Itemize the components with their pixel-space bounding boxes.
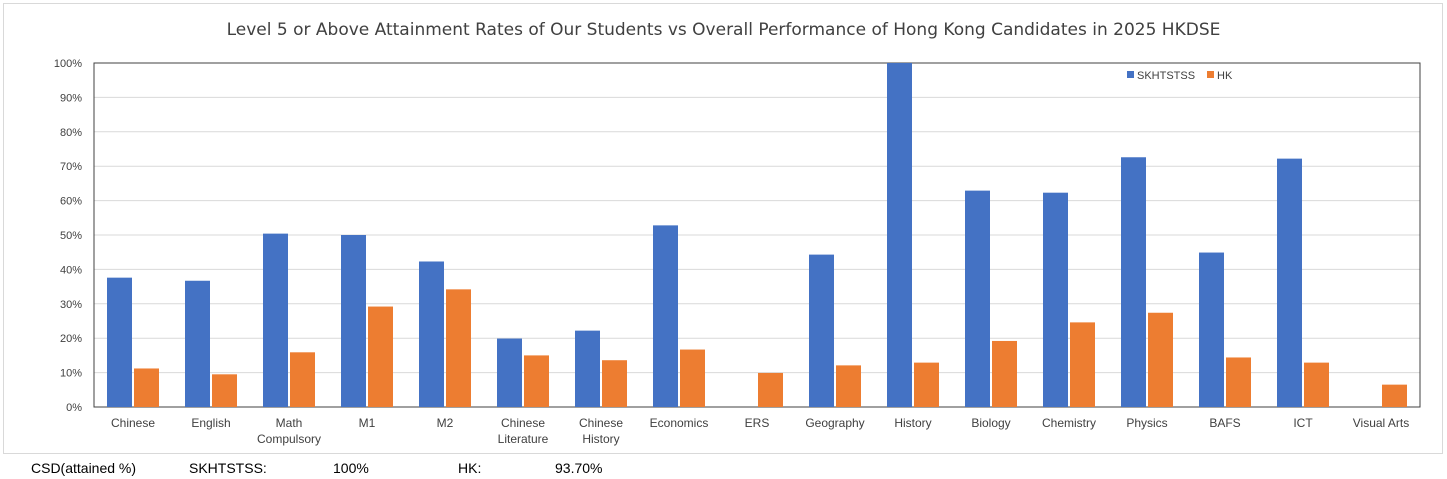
legend-label: HK	[1217, 70, 1233, 82]
bar-skhtstss	[887, 63, 912, 407]
bar-hk	[602, 360, 627, 407]
y-tick-label: 90%	[60, 92, 82, 104]
bar-hk	[680, 349, 705, 407]
bar-skhtstss	[1277, 158, 1302, 407]
bar-hk	[758, 372, 783, 407]
x-category-label: Chinese	[579, 416, 623, 430]
y-tick-label: 80%	[60, 127, 82, 139]
bar-hk	[1382, 384, 1407, 407]
bar-hk	[1070, 322, 1095, 407]
bar-skhtstss	[1121, 157, 1146, 407]
y-tick-label: 10%	[60, 368, 82, 380]
bar-hk	[524, 355, 549, 407]
x-category-label: Literature	[498, 432, 549, 446]
y-tick-label: 20%	[60, 333, 82, 345]
bar-skhtstss	[575, 330, 600, 407]
y-tick-label: 70%	[60, 161, 82, 173]
bar-hk	[914, 362, 939, 407]
bar-hk	[1148, 312, 1173, 407]
plot-area-border	[93, 62, 1421, 408]
x-category-label: BAFS	[1209, 416, 1240, 430]
bar-skhtstss	[809, 254, 834, 407]
y-tick-label: 30%	[60, 299, 82, 311]
y-tick-label: 100%	[54, 58, 82, 70]
chart-title: Level 5 or Above Attainment Rates of Our…	[226, 20, 1221, 40]
x-category-label: Physics	[1126, 416, 1167, 430]
bar-hk	[1304, 362, 1329, 407]
bar-skhtstss	[653, 225, 678, 407]
x-category-label: Compulsory	[257, 432, 321, 446]
x-category-label: M2	[437, 416, 454, 430]
bar-hk	[212, 374, 237, 407]
y-tick-label: 40%	[60, 264, 82, 276]
bar-hk	[134, 368, 159, 407]
footer-school-label: SKHTSTSS:	[189, 460, 267, 476]
y-tick-label: 60%	[60, 196, 82, 208]
bar-hk	[1226, 357, 1251, 407]
bar-hk	[446, 289, 471, 407]
bar-skhtstss	[1199, 252, 1224, 407]
x-category-label: Economics	[650, 416, 709, 430]
x-category-label: English	[191, 416, 230, 430]
y-tick-label: 0%	[66, 402, 82, 414]
legend-label: SKHTSTSS	[1137, 70, 1195, 82]
bar-skhtstss	[185, 280, 210, 407]
bar-skhtstss	[965, 190, 990, 407]
x-category-label: History	[582, 432, 619, 446]
x-category-label: Chemistry	[1042, 416, 1096, 430]
legend-swatch	[1207, 71, 1214, 78]
bar-skhtstss	[497, 338, 522, 407]
x-category-label: Math	[276, 416, 303, 430]
footer-hk-value: 93.70%	[555, 460, 603, 476]
x-category-label: Chinese	[501, 416, 545, 430]
y-tick-label: 50%	[60, 230, 82, 242]
bar-skhtstss	[263, 233, 288, 407]
x-category-label: ERS	[745, 416, 770, 430]
x-category-label: M1	[359, 416, 376, 430]
x-category-label: Chinese	[111, 416, 155, 430]
footer-school-value: 100%	[333, 460, 369, 476]
bar-skhtstss	[107, 277, 132, 407]
legend-swatch	[1127, 71, 1134, 78]
bar-skhtstss	[1043, 192, 1068, 407]
x-category-label: History	[894, 416, 931, 430]
bar-skhtstss	[419, 261, 444, 407]
bar-skhtstss	[341, 235, 366, 407]
x-category-label: Biology	[971, 416, 1010, 430]
x-category-label: ICT	[1293, 416, 1313, 430]
bar-hk	[290, 352, 315, 407]
x-category-label: Geography	[805, 416, 864, 430]
footer-hk-label: HK:	[458, 460, 482, 476]
bar-hk	[836, 365, 861, 407]
bar-hk	[368, 306, 393, 407]
x-category-label: Visual Arts	[1353, 416, 1409, 430]
bar-hk	[992, 340, 1017, 407]
footer-csd-label: CSD(attained %)	[31, 460, 137, 476]
